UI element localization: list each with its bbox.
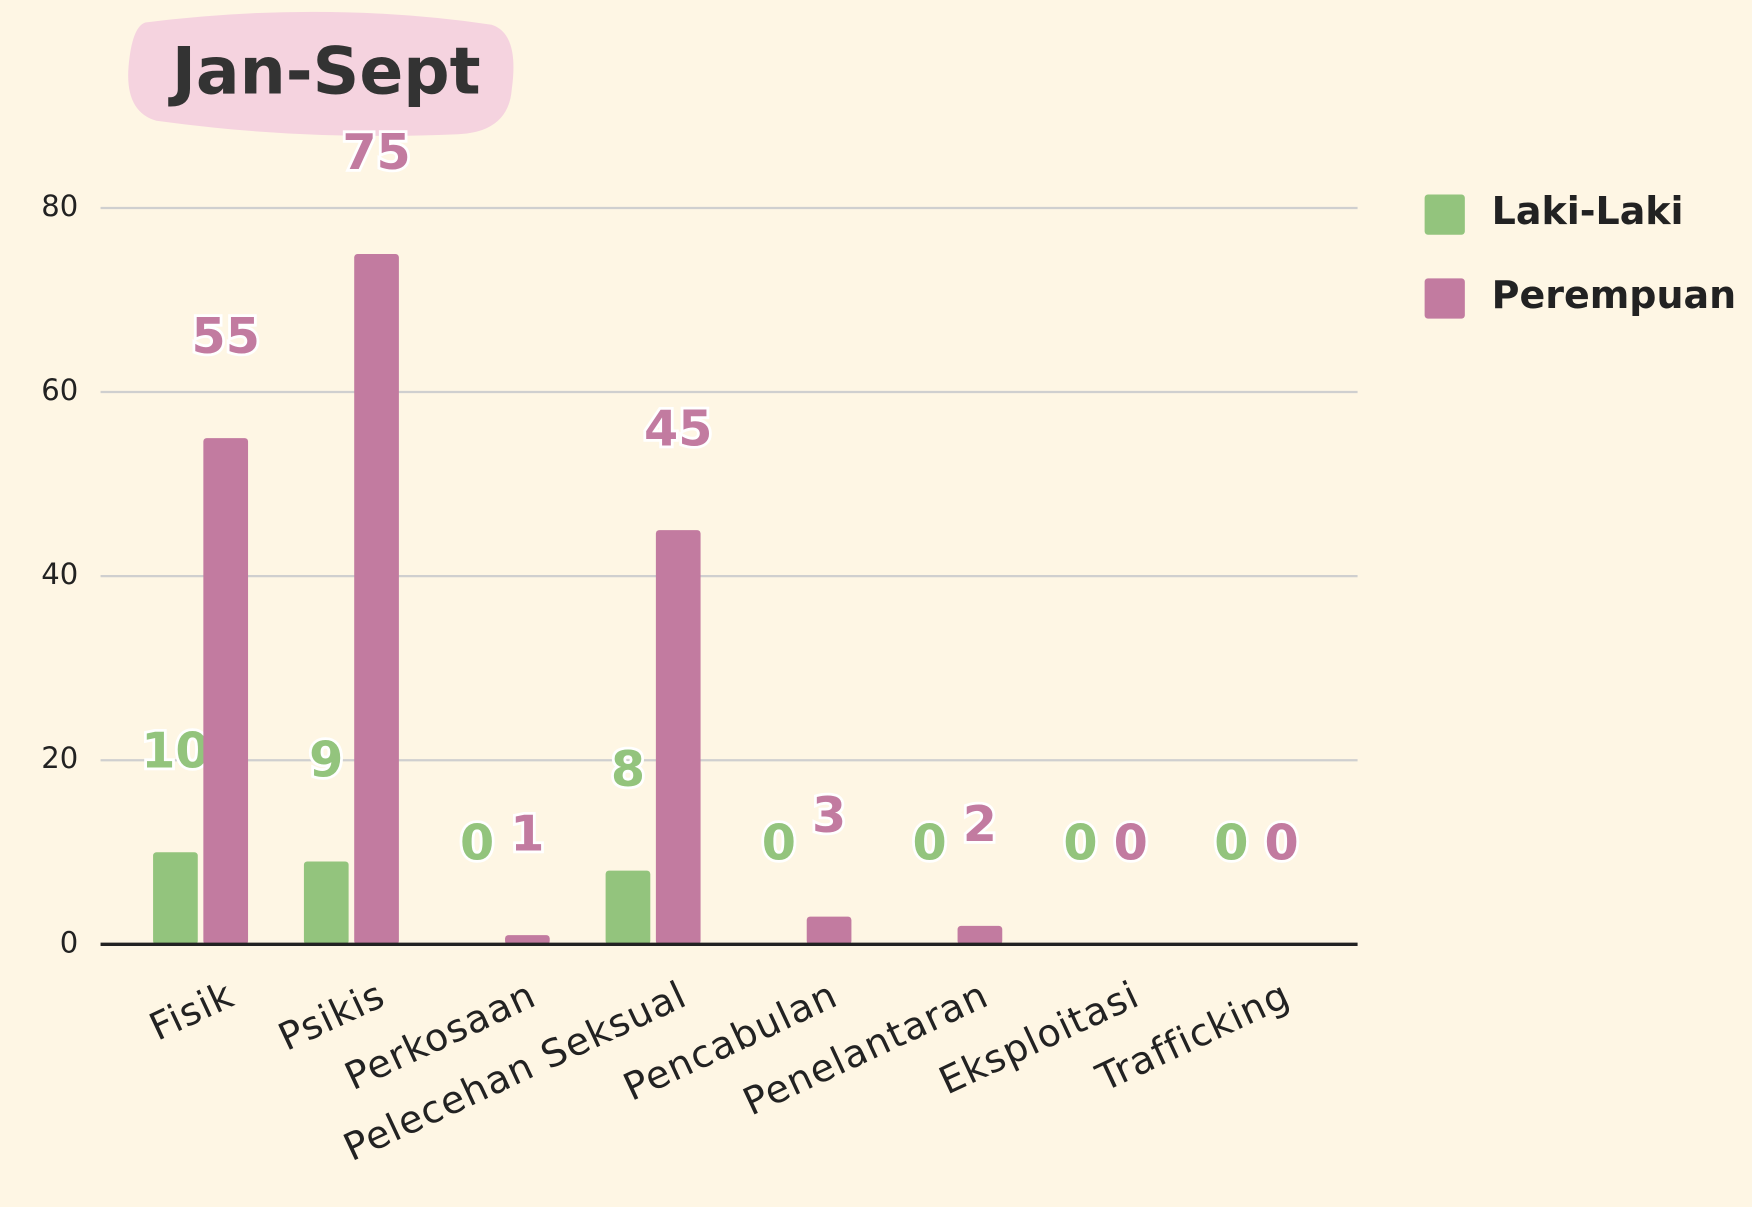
data-label: 0 [1063,813,1097,871]
y-tick-label: 80 [41,189,78,223]
bar [354,253,399,945]
data-label: 8 [611,740,645,798]
data-label: 55 [192,307,260,365]
data-label: 0 [1214,813,1248,871]
data-label: 45 [644,399,712,457]
bar [655,530,701,945]
bar [303,861,349,945]
y-tick-label: 0 [60,925,78,959]
data-label: 0 [762,813,796,871]
legend-swatch [1424,194,1465,235]
y-tick-label: 60 [41,373,78,407]
y-tick-label: 40 [41,557,78,591]
data-label: 2 [963,795,997,853]
legend-label: Perempuan [1492,273,1736,317]
y-tick-label: 20 [41,741,78,775]
bar [153,852,198,945]
bar [203,438,249,945]
data-label: 3 [812,786,846,844]
legend-label: Laki-Laki [1492,189,1684,233]
bar [605,870,651,945]
bar [957,925,1003,945]
data-label: 1 [510,804,544,862]
title-badge [128,11,514,136]
data-label: 9 [309,731,343,789]
bar [505,935,550,945]
bar [806,916,852,945]
data-label: 0 [1114,813,1148,871]
data-label: 10 [141,721,209,779]
legend-swatch [1424,278,1465,319]
data-label: 0 [913,813,947,871]
data-label: 75 [342,123,410,181]
chart-title: Jan-Sept [168,35,481,110]
data-label: 0 [1264,813,1298,871]
data-label: 0 [460,813,494,871]
